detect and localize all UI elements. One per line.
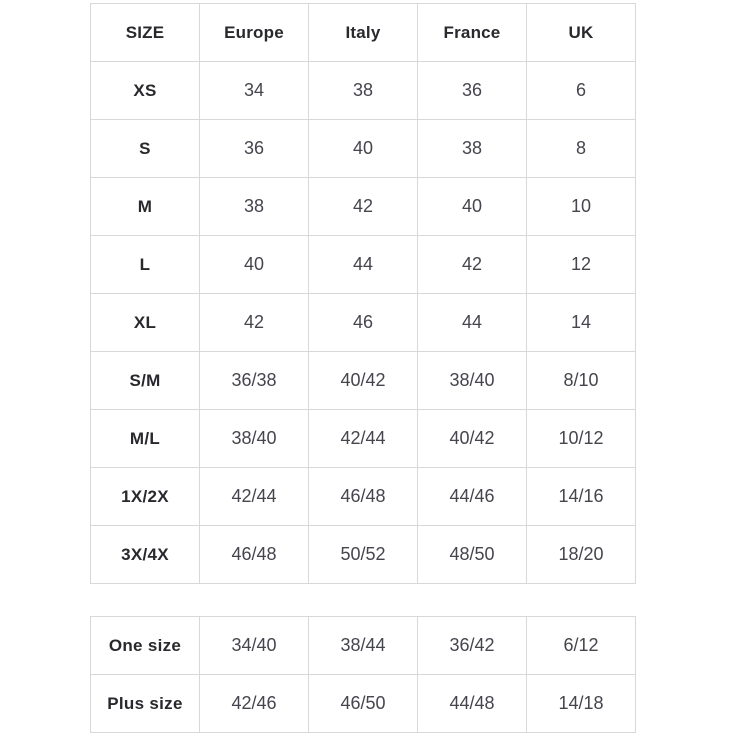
size-value: 14/16	[526, 467, 636, 526]
size-value: 34/40	[199, 616, 309, 675]
size-value: 38/40	[199, 409, 309, 468]
size-table-body: XS 34 38 36 6 S 36 40 38 8 M 38 42 40 10 L 40 44 42 12 XL 42 4…	[90, 61, 636, 584]
size-value: 38	[199, 177, 309, 236]
size-value: 42	[199, 293, 309, 352]
table-row: M/L 38/40 42/44 40/42 10/12	[90, 409, 636, 468]
size-value: 40	[417, 177, 527, 236]
size-value: 48/50	[417, 525, 527, 584]
row-label: 1X/2X	[90, 467, 200, 526]
size-value: 10	[526, 177, 636, 236]
size-table-header: SIZE Europe Italy France UK	[90, 3, 636, 62]
table-row: M 38 42 40 10	[90, 177, 636, 236]
size-conversion-table: SIZE Europe Italy France UK XS 34 38 36 6 S 36…	[90, 3, 636, 584]
size-value: 46/48	[308, 467, 418, 526]
size-value: 38	[417, 119, 527, 178]
size-value: 44/46	[417, 467, 527, 526]
column-header-size: SIZE	[90, 3, 200, 62]
size-value: 12	[526, 235, 636, 294]
size-value: 42	[417, 235, 527, 294]
column-header-uk: UK	[526, 3, 636, 62]
row-label: XL	[90, 293, 200, 352]
size-value: 8/10	[526, 351, 636, 410]
table-gap	[90, 584, 750, 616]
size-value: 38/40	[417, 351, 527, 410]
column-header-europe: Europe	[199, 3, 309, 62]
header-row: SIZE Europe Italy France UK	[90, 3, 636, 62]
size-value: 36/42	[417, 616, 527, 675]
table-row: 1X/2X 42/44 46/48 44/46 14/16	[90, 467, 636, 526]
size-value: 44	[308, 235, 418, 294]
size-value: 40	[308, 119, 418, 178]
size-value: 6/12	[526, 616, 636, 675]
size-value: 10/12	[526, 409, 636, 468]
row-label: 3X/4X	[90, 525, 200, 584]
size-value: 38	[308, 61, 418, 120]
size-value: 14/18	[526, 674, 636, 733]
size-value: 18/20	[526, 525, 636, 584]
size-value: 44	[417, 293, 527, 352]
column-header-italy: Italy	[308, 3, 418, 62]
row-label: XS	[90, 61, 200, 120]
size-value: 36/38	[199, 351, 309, 410]
special-size-table-body: One size 34/40 38/44 36/42 6/12 Plus size 42/4…	[90, 616, 636, 733]
size-value: 40/42	[417, 409, 527, 468]
table-row: Plus size 42/46 46/50 44/48 14/18	[90, 674, 636, 733]
row-label: Plus size	[90, 674, 200, 733]
row-label: S/M	[90, 351, 200, 410]
table-row: 3X/4X 46/48 50/52 48/50 18/20	[90, 525, 636, 584]
size-value: 46/48	[199, 525, 309, 584]
table-row: One size 34/40 38/44 36/42 6/12	[90, 616, 636, 675]
table-row: XL 42 46 44 14	[90, 293, 636, 352]
size-value: 38/44	[308, 616, 418, 675]
special-size-table: One size 34/40 38/44 36/42 6/12 Plus size 42/4…	[90, 616, 636, 733]
size-value: 8	[526, 119, 636, 178]
size-value: 42	[308, 177, 418, 236]
size-value: 50/52	[308, 525, 418, 584]
size-value: 36	[417, 61, 527, 120]
size-value: 44/48	[417, 674, 527, 733]
row-label: S	[90, 119, 200, 178]
table-row: S 36 40 38 8	[90, 119, 636, 178]
row-label: M/L	[90, 409, 200, 468]
table-row: L 40 44 42 12	[90, 235, 636, 294]
table-row: S/M 36/38 40/42 38/40 8/10	[90, 351, 636, 410]
size-value: 40/42	[308, 351, 418, 410]
size-value: 46/50	[308, 674, 418, 733]
table-row: XS 34 38 36 6	[90, 61, 636, 120]
size-value: 14	[526, 293, 636, 352]
size-value: 40	[199, 235, 309, 294]
size-value: 34	[199, 61, 309, 120]
row-label: L	[90, 235, 200, 294]
size-value: 46	[308, 293, 418, 352]
size-value: 42/46	[199, 674, 309, 733]
size-value: 42/44	[199, 467, 309, 526]
size-value: 36	[199, 119, 309, 178]
column-header-france: France	[417, 3, 527, 62]
size-chart-container: SIZE Europe Italy France UK XS 34 38 36 6 S 36…	[90, 3, 750, 733]
size-value: 6	[526, 61, 636, 120]
row-label: M	[90, 177, 200, 236]
size-value: 42/44	[308, 409, 418, 468]
row-label: One size	[90, 616, 200, 675]
